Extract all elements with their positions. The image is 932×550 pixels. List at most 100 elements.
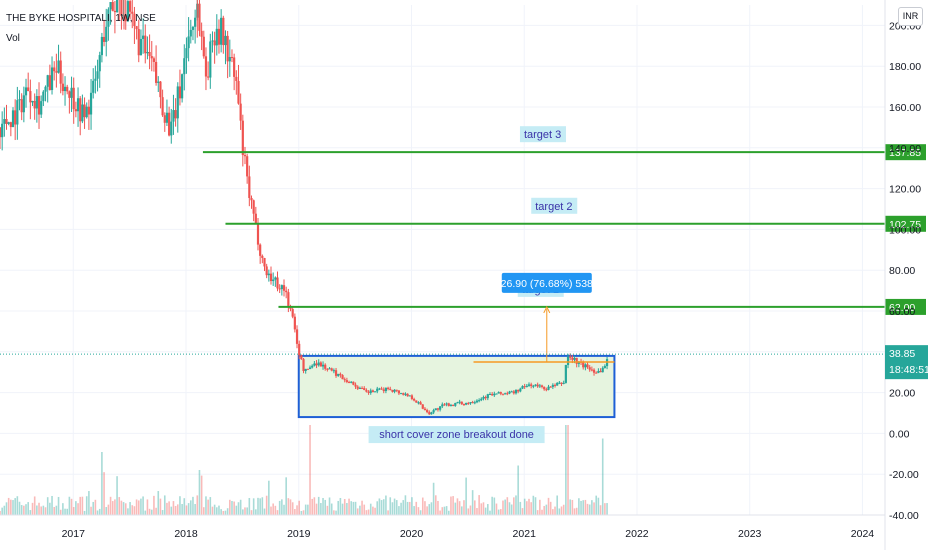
volume-bar xyxy=(361,500,363,515)
candle-body xyxy=(491,394,494,396)
candle-body xyxy=(465,402,468,405)
candle-body xyxy=(183,58,186,75)
candle-body xyxy=(306,368,309,370)
candle-body xyxy=(454,402,457,406)
volume-bar xyxy=(385,495,387,515)
volume-bar xyxy=(421,497,424,515)
volume-bar xyxy=(207,499,209,515)
candle-body xyxy=(345,380,348,382)
price-tick-label: 180.00 xyxy=(889,61,921,73)
candle-body xyxy=(404,393,407,395)
volume-bar xyxy=(5,502,8,515)
candle-body xyxy=(7,122,10,124)
candle-body xyxy=(486,394,489,399)
volume-bar xyxy=(367,509,370,515)
volume-bar xyxy=(246,507,248,515)
volume-bar xyxy=(27,502,29,515)
candle-body xyxy=(194,17,197,27)
candle-body xyxy=(391,389,394,392)
candle-body xyxy=(161,97,164,116)
candle-body xyxy=(421,404,424,409)
candle-body xyxy=(512,391,515,394)
candle-body xyxy=(540,385,544,387)
measure-tool: 26.90 (76.68%) 538 xyxy=(473,272,615,363)
currency-button[interactable]: INR xyxy=(898,7,923,26)
candle-body xyxy=(376,388,379,392)
candle-body xyxy=(358,387,361,389)
volume-bar xyxy=(599,505,602,515)
candle-body xyxy=(534,384,537,386)
candle-body xyxy=(79,98,82,122)
volume-bar xyxy=(348,498,350,515)
candle-body xyxy=(439,406,442,410)
volume-bar xyxy=(304,504,307,515)
volume-bar xyxy=(597,497,600,515)
candle-body xyxy=(235,76,238,81)
candle-body xyxy=(46,75,49,87)
target-label: target 2 xyxy=(535,201,572,213)
candle-body xyxy=(246,156,249,177)
candle-body xyxy=(154,61,158,83)
volume-bar xyxy=(578,498,580,515)
volume-bar xyxy=(70,498,73,515)
volume-bar xyxy=(174,505,177,515)
candle-body xyxy=(269,273,273,282)
candle-body xyxy=(315,363,318,366)
volume-bar xyxy=(259,498,261,515)
volume-bar xyxy=(291,502,294,515)
volume-bar xyxy=(36,505,38,515)
candle-body xyxy=(480,398,483,401)
volume-bar xyxy=(7,497,10,515)
candle-body xyxy=(501,393,505,395)
candle-body xyxy=(471,402,474,404)
candle-body xyxy=(525,385,528,387)
volume-bar xyxy=(387,510,389,515)
volume-bar xyxy=(471,490,474,515)
volume-bar xyxy=(44,507,47,515)
candle-body xyxy=(144,35,147,54)
candle-body xyxy=(226,35,229,62)
volume-bar xyxy=(500,509,502,515)
volume-bar xyxy=(513,497,515,515)
measure-label: 26.90 (76.68%) 538 xyxy=(501,278,593,290)
candle-body xyxy=(458,401,461,403)
candle-body xyxy=(553,384,557,386)
volume-bar xyxy=(441,507,444,515)
candle-body xyxy=(159,81,162,98)
candle-body xyxy=(254,213,257,224)
volume-indicator-label[interactable]: Vol xyxy=(6,33,20,44)
candle-body xyxy=(55,71,58,73)
candle-body xyxy=(324,364,327,369)
price-tick-label: -40.00 xyxy=(889,510,919,522)
volume-bar xyxy=(161,510,164,515)
candle-body xyxy=(220,17,223,45)
volume-bar xyxy=(122,502,125,515)
volume-bar xyxy=(450,496,452,515)
candle-body xyxy=(393,389,396,392)
candle-body xyxy=(419,402,422,405)
volume-bar xyxy=(49,502,51,515)
candle-body xyxy=(317,362,320,366)
candle-body xyxy=(412,398,416,401)
volume-bar xyxy=(480,503,483,515)
candle-body xyxy=(354,384,357,387)
candle-body xyxy=(308,367,312,370)
volume-bar xyxy=(389,497,392,515)
target-price-label: 137.85 xyxy=(889,147,921,159)
candle-body xyxy=(462,404,466,406)
volume-bar xyxy=(517,465,519,515)
volume-bar xyxy=(382,499,385,515)
candle-body xyxy=(185,48,188,59)
candle-body xyxy=(447,403,450,406)
volume-bar xyxy=(554,506,556,515)
candle-body xyxy=(265,266,268,276)
candle-body xyxy=(27,87,30,92)
volume-bar xyxy=(400,502,402,515)
volume-bar xyxy=(235,505,238,515)
candle-body xyxy=(102,36,106,42)
volume-bar xyxy=(467,508,470,515)
candle-body xyxy=(3,119,6,124)
volume-bar xyxy=(434,495,437,515)
volume-bar xyxy=(372,506,374,515)
